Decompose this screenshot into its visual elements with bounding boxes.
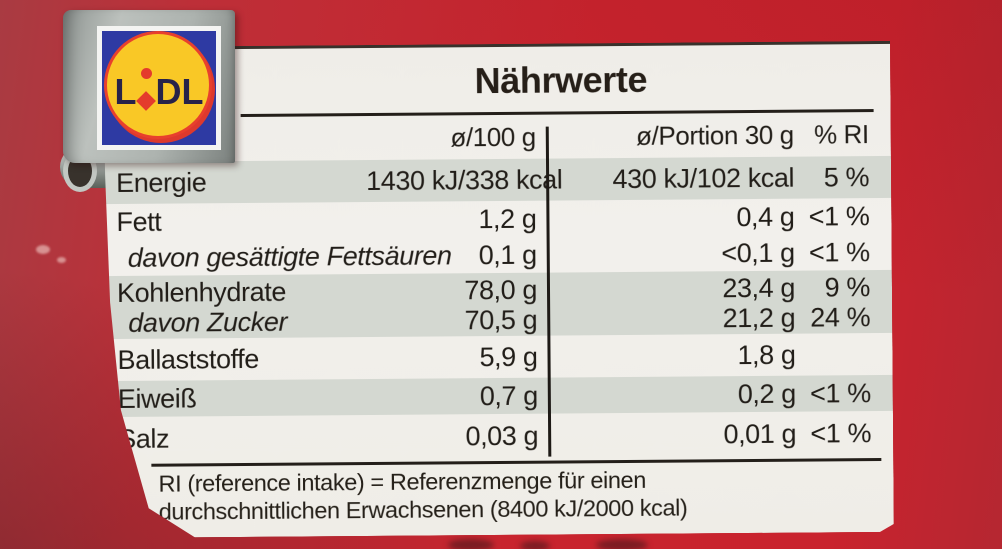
logo-blue-square: L DL (102, 31, 216, 145)
value-per-100g: 5,9 g (479, 341, 538, 372)
logo-yellow-circle (107, 34, 209, 136)
logo-i-diamond-icon (135, 91, 156, 111)
value-percent-ri: 24 % (810, 302, 871, 333)
nutrient-name: davon gesättigte Fettsäuren (127, 240, 452, 273)
value-per-100g: 1430 kJ/338 kcal (366, 163, 563, 196)
logo-letters-dl: DL (155, 71, 204, 112)
header-percent-ri: % RI (813, 118, 869, 150)
nutrient-name: Salz (118, 423, 170, 454)
table-row-eiweiss: Eiweiß 0,7 g 0,2 g <1 % (106, 375, 893, 417)
value-per-portion: 430 kJ/102 kcal (612, 162, 795, 194)
value-percent-ri: <1 % (808, 201, 870, 232)
value-percent-ri: <1 % (808, 237, 870, 268)
value-per-portion: 0,4 g (736, 201, 795, 233)
nutrient-name: Ballaststoffe (117, 343, 260, 375)
value-per-portion: <0,1 g (721, 237, 795, 269)
value-per-100g: 0,1 g (478, 239, 537, 271)
table-row-zucker: davon Zucker 70,5 g 21,2 g 24 % (105, 302, 892, 339)
value-percent-ri: <1 % (810, 417, 872, 449)
value-per-100g: 0,03 g (465, 420, 539, 451)
value-percent-ri: <1 % (810, 377, 871, 409)
footnote: RI (reference intake) = Referenzmenge fü… (106, 461, 893, 526)
footnote-line-2: durchschnittlichen Erwachsenen (8400 kJ/… (158, 494, 688, 525)
table-row-fett: Fett 1,2 g 0,4 g <1 % (104, 198, 891, 241)
value-per-portion: 21,2 g (722, 302, 796, 334)
table-row-salz: Salz 0,03 g 0,01 g <1 % (106, 411, 893, 461)
logo-letters: L DL (102, 31, 216, 145)
value-per-100g: 0,7 g (479, 380, 538, 411)
nutrient-name: davon Zucker (128, 306, 288, 338)
nutrient-name: Energie (116, 166, 207, 198)
nutrient-name: Fett (116, 206, 162, 237)
value-per-100g: 1,2 g (478, 203, 537, 235)
cutoff-print-smudge (448, 539, 494, 549)
scratch-speck (57, 257, 66, 263)
header-per-100g: ø/100 g (450, 121, 536, 152)
value-per-portion: 0,01 g (723, 418, 797, 449)
value-per-100g: 78,0 g (464, 274, 538, 306)
table-row-energie: Energie 1430 kJ/338 kcal 430 kJ/102 kcal… (104, 156, 891, 204)
logo-letter-l: L (114, 71, 137, 112)
value-percent-ri (796, 354, 871, 355)
table-title: Nährwerte (474, 58, 648, 102)
cutoff-print-smudge (596, 539, 648, 549)
table-row-ballaststoffe: Ballaststoffe 5,9 g 1,8 g (105, 333, 892, 381)
value-per-portion: 0,2 g (737, 378, 796, 409)
value-percent-ri: 5 % (823, 161, 870, 192)
value-percent-ri: 9 % (824, 272, 871, 303)
nutrient-name: Eiweiß (117, 382, 197, 414)
value-per-portion: 23,4 g (722, 272, 796, 304)
lidl-logo: L DL (97, 26, 221, 150)
nutrient-name: Kohlenhydrate (116, 276, 287, 308)
logo-letter-i (135, 68, 156, 114)
lidl-ribbon: L DL (63, 10, 235, 163)
logo-i-dot-icon (140, 68, 152, 79)
scratch-speck (36, 245, 50, 254)
header-per-portion: ø/Portion 30 g (635, 119, 794, 151)
value-per-portion: 1,8 g (737, 339, 796, 370)
value-per-100g: 70,5 g (464, 304, 538, 336)
cutoff-print-smudge (520, 541, 550, 549)
